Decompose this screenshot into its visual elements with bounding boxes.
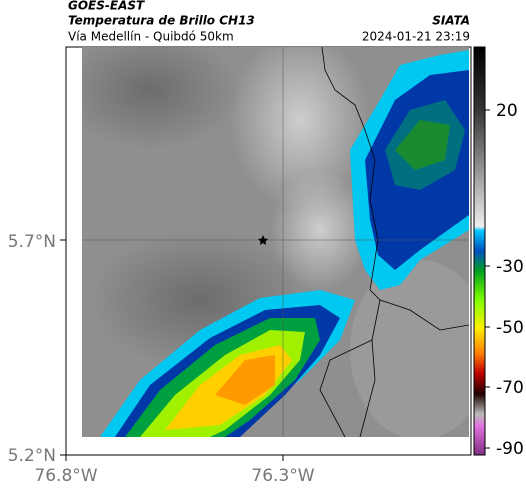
timestamp: 2024-01-21 23:19 — [362, 30, 470, 44]
source: SIATA — [432, 14, 470, 28]
region: Vía Medellín - Quibdó 50km — [68, 30, 234, 44]
lon-label: 76.8°W — [34, 466, 97, 486]
colorbar — [473, 46, 486, 456]
colorbar-label: -30 — [496, 257, 524, 277]
title: GOES-EAST — [68, 0, 145, 13]
lon-label: 76.3°W — [251, 466, 314, 486]
map-image — [82, 47, 469, 437]
colorbar-label: 20 — [496, 101, 518, 121]
colorbar-label: -50 — [496, 318, 524, 338]
lat-label: 5.7°N — [8, 232, 56, 252]
colorbar-label: -90 — [496, 439, 524, 459]
location-star — [258, 235, 268, 245]
lat-label: 5.2°N — [8, 446, 56, 466]
subtitle: Temperatura de Brillo CH13 — [68, 14, 255, 28]
colorbar-label: -70 — [496, 378, 524, 398]
